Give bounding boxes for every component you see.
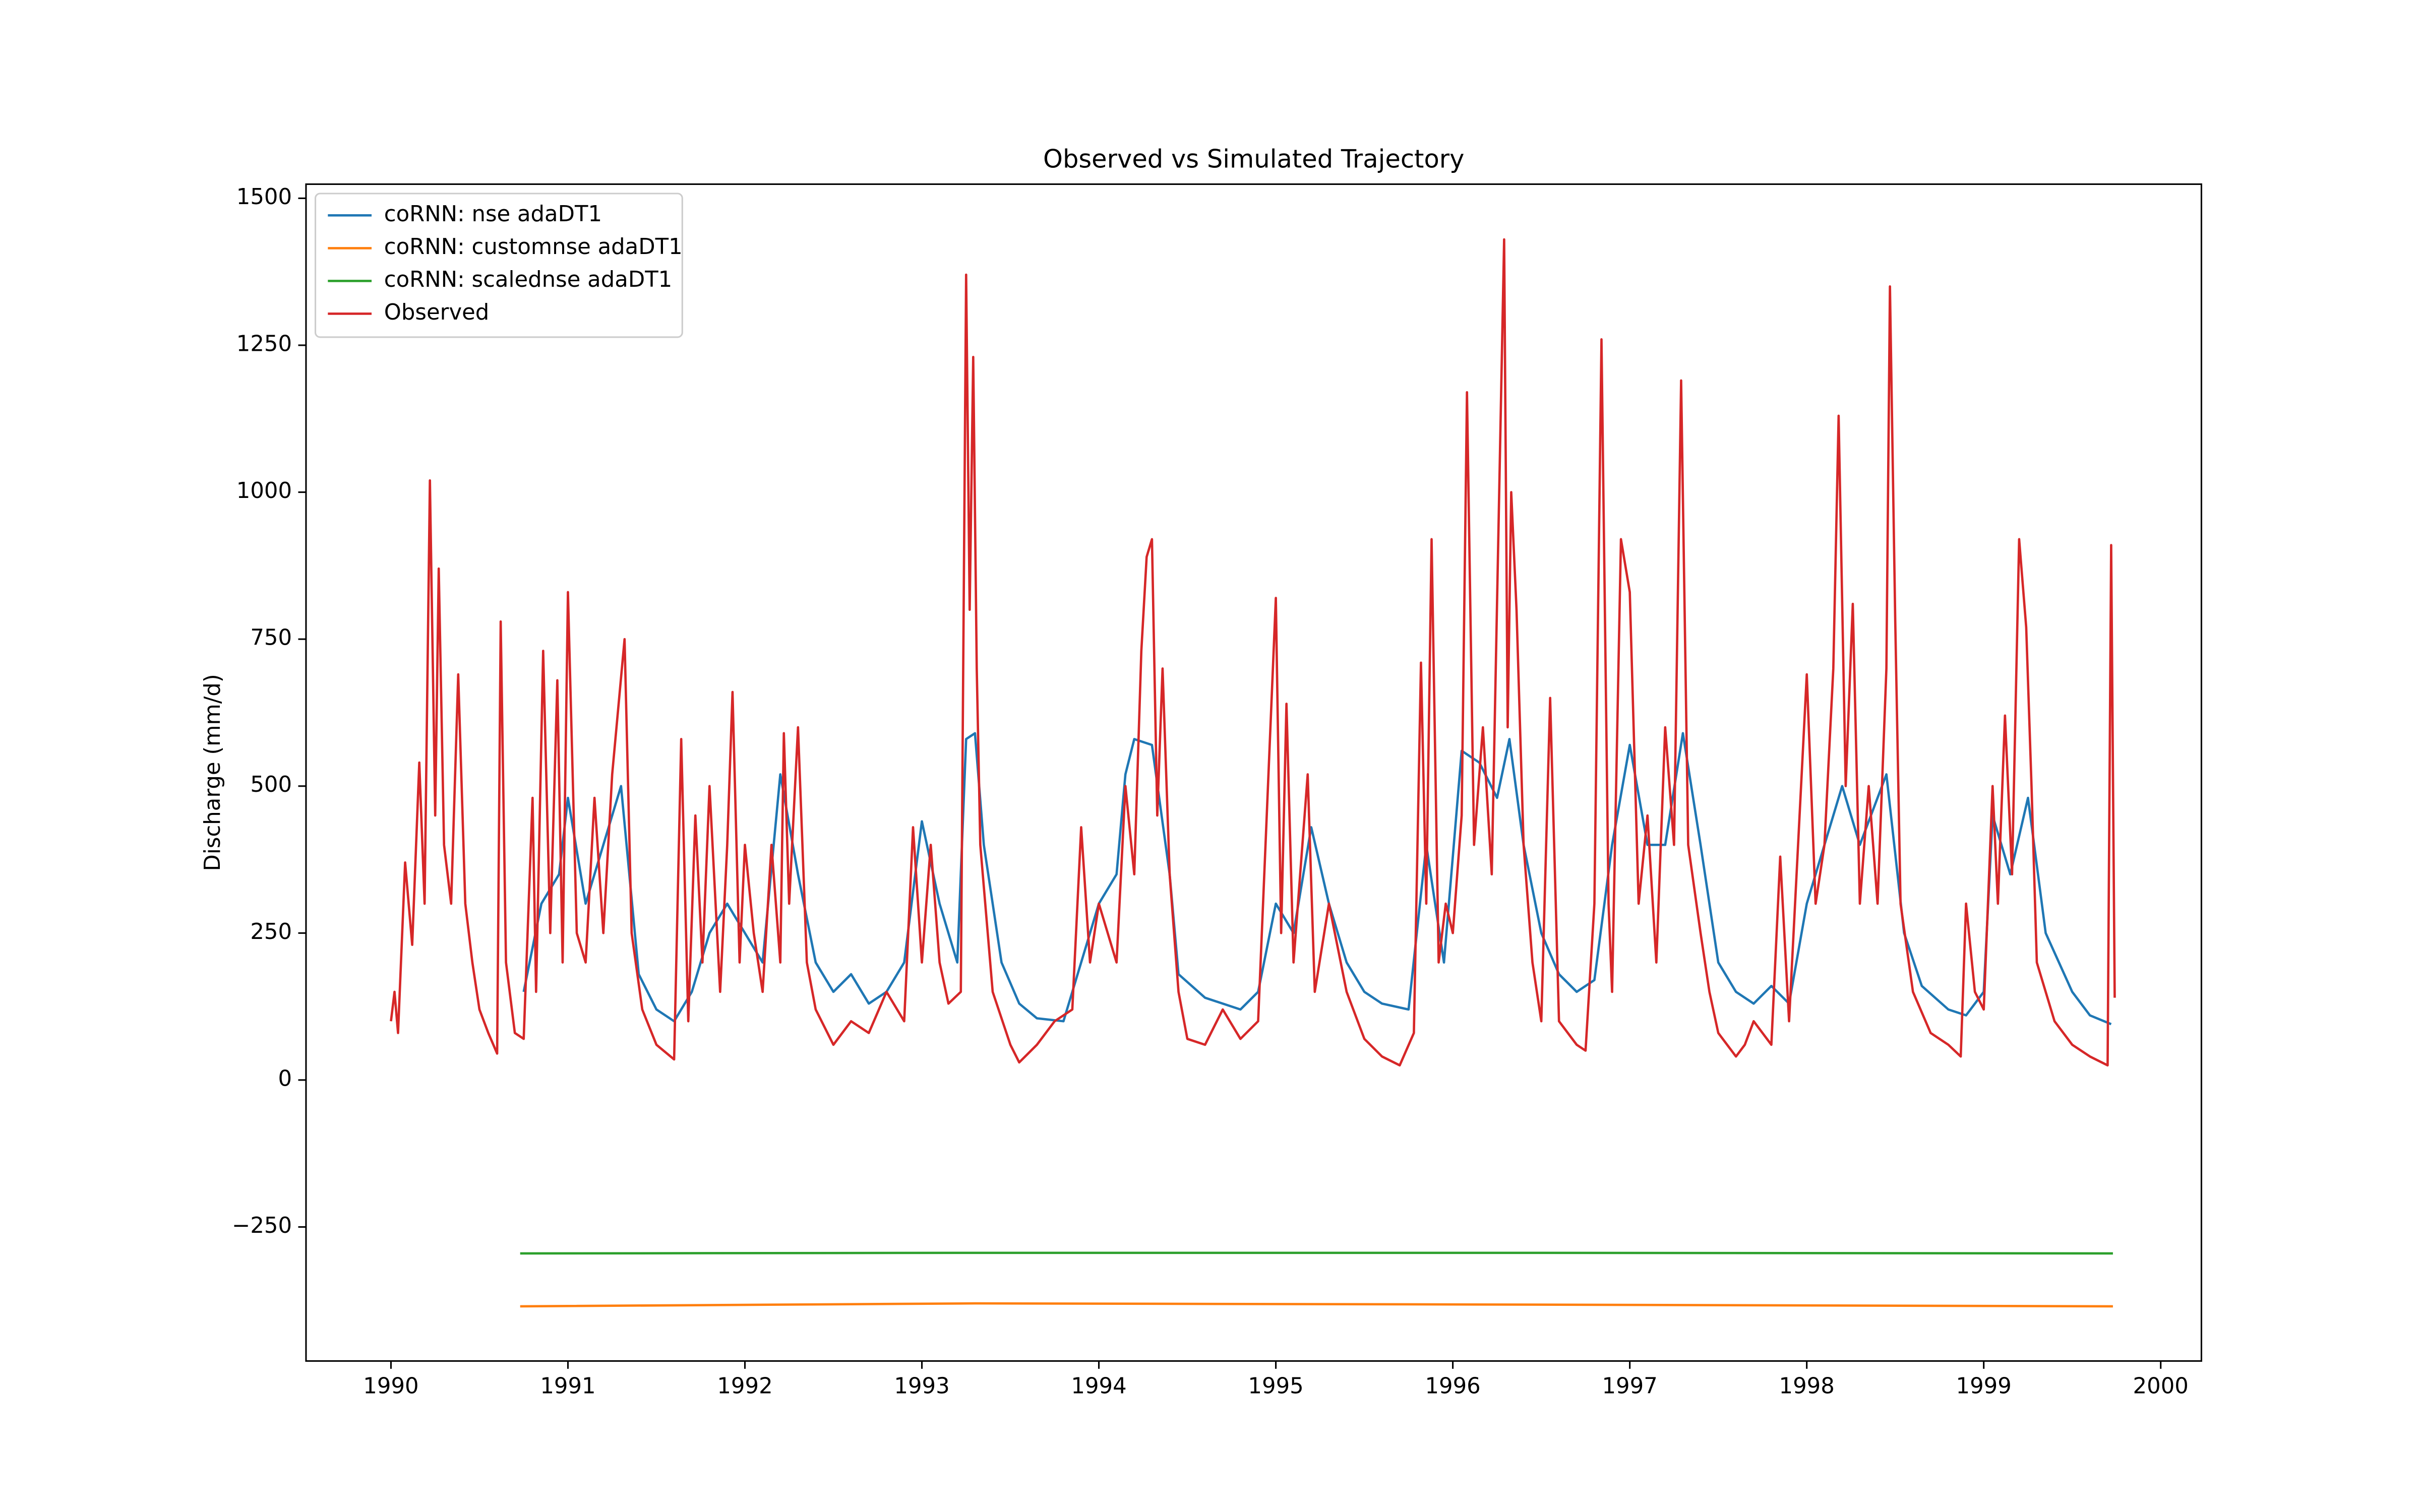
y-tick-label: 750: [250, 625, 292, 651]
y-tick-label: 1500: [236, 184, 292, 210]
plot-frame: [305, 183, 2202, 1362]
x-tick-label: 1997: [1602, 1374, 1657, 1399]
x-tick-label: 1990: [363, 1374, 418, 1399]
x-tick-label: 1994: [1071, 1374, 1126, 1399]
y-tick-label: 1000: [236, 478, 292, 503]
x-tick-label: 1993: [894, 1374, 949, 1399]
legend-label: coRNN: nse adaDT1: [384, 202, 602, 227]
legend-label: coRNN: scalednse adaDT1: [384, 267, 672, 292]
chart-title: Observed vs Simulated Trajectory: [1043, 144, 1465, 173]
x-tick-label: 1992: [717, 1374, 772, 1399]
y-tick-label: 0: [278, 1066, 292, 1091]
legend-box: [315, 193, 683, 338]
y-tick-label: −250: [232, 1213, 292, 1238]
y-tick-label: 1250: [236, 331, 292, 356]
y-tick-label: 500: [250, 772, 292, 797]
legend-label: Observed: [384, 300, 490, 325]
x-tick-label: 2000: [2133, 1374, 2189, 1399]
x-tick-label: 1995: [1248, 1374, 1303, 1399]
series-line: [520, 1302, 2113, 1308]
legend-label: coRNN: customnse adaDT1: [384, 234, 683, 260]
y-axis-label: Discharge (mm/d): [200, 674, 225, 871]
x-tick-label: 1998: [1779, 1374, 1835, 1399]
y-tick-label: 250: [250, 919, 292, 944]
x-tick-label: 1999: [1956, 1374, 2012, 1399]
x-tick-label: 1991: [540, 1374, 595, 1399]
x-tick-label: 1996: [1425, 1374, 1480, 1399]
series-line: [390, 238, 2116, 1067]
